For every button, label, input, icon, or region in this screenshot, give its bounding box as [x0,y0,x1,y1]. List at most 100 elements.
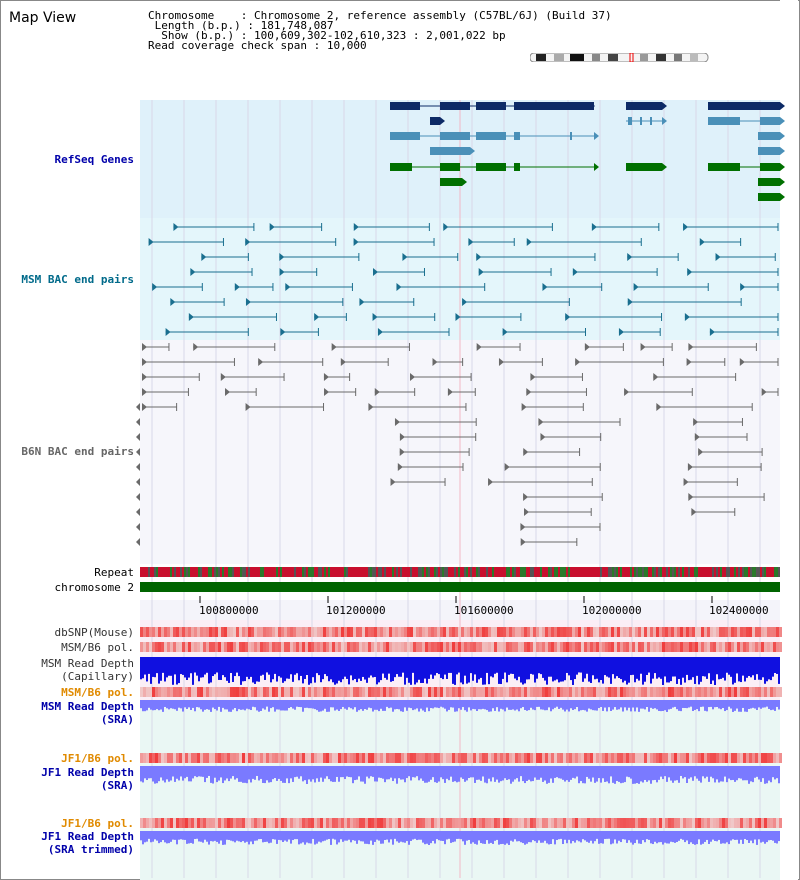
repeat-segment [480,567,482,577]
repeat-segment [522,567,524,577]
depth-bar [250,766,252,783]
pol-cell [398,687,401,697]
depth-bar [646,831,648,840]
track-label-msm-bac[interactable]: MSM BAC end pairs [21,273,134,286]
depth-bar [518,831,520,842]
pol-cell [584,753,587,763]
repeat-segment [258,567,260,577]
pol-cell [506,687,509,697]
depth-bar [610,831,612,845]
track-label-refseq[interactable]: RefSeq Genes [54,153,134,166]
depth-bar [354,700,356,708]
pol-cell [635,642,638,652]
pol-cell [329,753,332,763]
depth-bar [718,831,720,840]
depth-bar [324,657,326,675]
depth-bar [484,657,486,685]
pol-cell [431,753,434,763]
pol-cell [164,818,167,828]
track-label-b6n-bac[interactable]: B6N BAC end pairs [21,445,134,458]
depth-bar [224,657,226,678]
pol-cell [587,687,590,697]
pol-cell [191,642,194,652]
pol-cell [770,627,773,637]
depth-bar [646,766,648,782]
pol-cell [746,818,749,828]
depth-bar [558,766,560,779]
repeat-segment [392,567,394,577]
pol-cell [227,818,230,828]
pol-cell [215,627,218,637]
repeat-segment [342,567,344,577]
pol-cell [677,627,680,637]
pol-cell [173,642,176,652]
depth-bar [616,657,618,677]
repeat-segment [556,567,558,577]
depth-bar [596,766,598,782]
depth-bar [634,657,636,683]
depth-bar [776,766,778,779]
depth-bar [720,766,722,782]
pol-cell [491,818,494,828]
pol-cell [332,818,335,828]
depth-bar [746,700,748,712]
depth-bar [222,766,224,784]
pol-cell [389,753,392,763]
pol-cell [323,642,326,652]
pol-cell [155,753,158,763]
pol-cell [278,627,281,637]
depth-bar [530,831,532,843]
bac-end-marker [740,283,746,291]
pol-cell [632,818,635,828]
depth-bar [460,766,462,778]
pol-cell [683,627,686,637]
depth-bar [214,657,216,675]
depth-bar [356,831,358,844]
pol-cell [635,753,638,763]
pol-cell [416,753,419,763]
depth-bar [680,700,682,712]
pol-cell [701,642,704,652]
depth-bar [358,766,360,777]
depth-bar [168,657,170,676]
repeat-segment [726,567,728,577]
depth-bar [554,657,556,681]
depth-bar [636,766,638,784]
depth-bar [606,657,608,677]
depth-bar [600,700,602,707]
pol-cell [371,642,374,652]
chromosome-ideogram[interactable] [530,53,710,62]
depth-bar [340,831,342,840]
depth-bar [248,831,250,845]
depth-bar [458,700,460,709]
gene-exon [390,102,420,110]
depth-bar [678,831,680,841]
bac-end-marker [627,253,633,261]
repeat-segment [166,567,168,577]
depth-bar [712,766,714,779]
pol-cell [323,687,326,697]
depth-bar [388,700,390,709]
gene-exon [758,147,780,155]
repeat-segment [564,567,566,577]
depth-bar [494,831,496,841]
repeat-segment [406,567,408,577]
depth-bar [306,766,308,784]
pol-cell [332,687,335,697]
pol-cell [374,753,377,763]
depth-bar [626,831,628,843]
pol-cell [326,818,329,828]
pol-cell [479,642,482,652]
depth-bar [644,657,646,682]
depth-bar [526,766,528,781]
depth-bar [296,657,298,674]
depth-bar [376,831,378,840]
pol-cell [728,753,731,763]
depth-bar [612,831,614,844]
depth-bar [450,766,452,777]
repeat-segment [340,567,342,577]
depth-bar [478,700,480,710]
depth-bar [346,766,348,777]
depth-bar [336,700,338,710]
